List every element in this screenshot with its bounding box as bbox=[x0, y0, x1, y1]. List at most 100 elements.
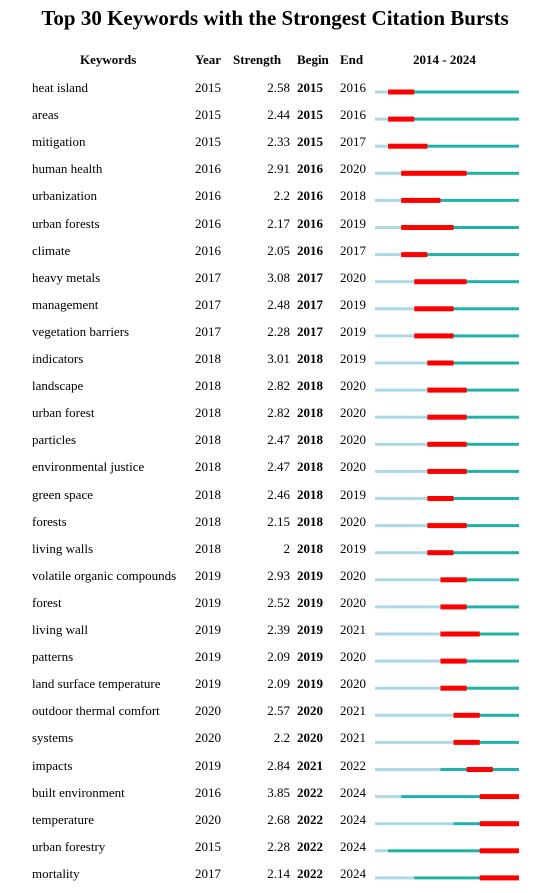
keyword-cell: urban forests bbox=[32, 215, 100, 231]
table-row: mortality 2017 2.14 2022 2024 bbox=[0, 866, 550, 893]
table-row: green space 2018 2.46 2018 2019 bbox=[0, 487, 550, 514]
end-cell: 2019 bbox=[340, 215, 366, 231]
timeline-pre-segment bbox=[375, 524, 428, 528]
strength-cell: 2.09 bbox=[267, 649, 290, 665]
strength-cell: 2.57 bbox=[267, 703, 290, 719]
end-cell: 2024 bbox=[340, 784, 366, 800]
timeline-active-segment bbox=[427, 551, 519, 555]
timeline-pre-segment bbox=[375, 307, 415, 311]
keyword-cell: heavy metals bbox=[32, 269, 101, 285]
end-cell: 2016 bbox=[340, 80, 366, 95]
begin-cell: 2019 bbox=[297, 594, 323, 610]
keyword-cell: green space bbox=[32, 486, 93, 502]
timeline-active-segment bbox=[453, 740, 519, 744]
timeline-active-segment bbox=[388, 144, 519, 148]
timeline-pre-segment bbox=[375, 497, 428, 500]
timeline-pre-segment bbox=[375, 388, 428, 392]
table-row: forest 2019 2.52 2019 2020 bbox=[0, 595, 550, 622]
burst-bar bbox=[401, 252, 428, 258]
burst-bar bbox=[401, 197, 441, 203]
keyword-cell: living wall bbox=[32, 622, 88, 637]
timeline-active-segment bbox=[401, 226, 519, 229]
end-cell: 2021 bbox=[340, 622, 366, 637]
begin-cell: 2016 bbox=[297, 161, 323, 177]
begin-cell: 2018 bbox=[297, 405, 323, 421]
header-range: 2014 - 2024 bbox=[413, 52, 476, 67]
end-cell: 2019 bbox=[340, 351, 366, 366]
year-cell: 2018 bbox=[195, 513, 221, 529]
end-cell: 2020 bbox=[340, 459, 366, 475]
burst-bar bbox=[427, 468, 467, 474]
table-row: management 2017 2.48 2017 2019 bbox=[0, 297, 550, 324]
timeline-pre-segment bbox=[375, 768, 441, 771]
burst-bar bbox=[479, 821, 519, 827]
end-cell: 2016 bbox=[340, 107, 366, 123]
year-cell: 2015 bbox=[195, 107, 221, 123]
timeline-active-segment bbox=[427, 442, 519, 446]
table-row: urban forestry 2015 2.28 2022 2024 bbox=[0, 839, 550, 866]
strength-cell: 2.47 bbox=[267, 459, 290, 475]
begin-cell: 2022 bbox=[297, 865, 323, 881]
table-row: landscape 2018 2.82 2018 2020 bbox=[0, 378, 550, 405]
end-cell: 2019 bbox=[340, 540, 366, 556]
end-cell: 2019 bbox=[340, 486, 366, 502]
strength-cell: 2.2 bbox=[273, 730, 290, 746]
end-cell: 2020 bbox=[340, 676, 366, 692]
timeline-pre-segment bbox=[375, 551, 428, 555]
keyword-cell: mortality bbox=[32, 865, 80, 881]
end-cell: 2018 bbox=[340, 188, 366, 204]
burst-bar bbox=[414, 279, 467, 285]
end-cell: 2020 bbox=[340, 567, 366, 583]
keyword-cell: volatile organic compounds bbox=[32, 567, 177, 583]
keyword-cell: built environment bbox=[32, 784, 125, 800]
end-cell: 2020 bbox=[340, 378, 366, 394]
burst-bar bbox=[440, 658, 467, 664]
begin-cell: 2019 bbox=[297, 676, 323, 692]
begin-cell: 2018 bbox=[297, 459, 323, 475]
timeline-pre-segment bbox=[375, 578, 441, 582]
strength-cell: 3.08 bbox=[267, 269, 290, 285]
timeline-active-segment bbox=[388, 849, 519, 853]
strength-cell: 2.09 bbox=[267, 676, 290, 692]
end-cell: 2019 bbox=[340, 323, 366, 339]
strength-cell: 2.82 bbox=[267, 378, 290, 394]
header-end: End bbox=[340, 52, 364, 67]
chart-title: Top 30 Keywords with the Strongest Citat… bbox=[41, 6, 509, 30]
table-row: heavy metals 2017 3.08 2017 2020 bbox=[0, 270, 550, 297]
burst-bar bbox=[427, 441, 467, 447]
begin-cell: 2017 bbox=[297, 296, 323, 312]
burst-bar bbox=[440, 604, 467, 610]
timeline-pre-segment bbox=[375, 226, 402, 229]
timeline-active-segment bbox=[414, 334, 519, 338]
begin-cell: 2015 bbox=[297, 80, 323, 95]
timeline-pre-segment bbox=[375, 795, 402, 799]
begin-cell: 2020 bbox=[297, 730, 323, 746]
begin-cell: 2016 bbox=[297, 215, 323, 231]
strength-cell: 3.85 bbox=[267, 784, 290, 800]
year-cell: 2015 bbox=[195, 80, 221, 95]
table-row: particles 2018 2.47 2018 2020 bbox=[0, 432, 550, 459]
burst-bar bbox=[427, 496, 454, 501]
year-cell: 2016 bbox=[195, 215, 221, 231]
burst-bar bbox=[453, 712, 480, 718]
keyword-cell: management bbox=[32, 296, 99, 312]
header-year: Year bbox=[195, 52, 221, 67]
strength-cell: 2.2 bbox=[273, 188, 290, 204]
year-cell: 2017 bbox=[195, 323, 221, 339]
keyword-cell: patterns bbox=[32, 649, 74, 665]
strength-cell: 2.93 bbox=[267, 567, 290, 583]
burst-bar bbox=[427, 523, 467, 529]
table-row: urban forests 2016 2.17 2016 2019 bbox=[0, 216, 550, 243]
begin-cell: 2017 bbox=[297, 269, 323, 285]
table-row: human health 2016 2.91 2016 2020 bbox=[0, 161, 550, 188]
table-row: impacts 2019 2.84 2021 2022 bbox=[0, 758, 550, 785]
year-cell: 2016 bbox=[195, 161, 221, 177]
year-cell: 2019 bbox=[195, 567, 221, 583]
timeline-pre-segment bbox=[375, 740, 454, 744]
table-row: volatile organic compounds 2019 2.93 2019 20… bbox=[0, 568, 550, 595]
timeline-active-segment bbox=[427, 415, 519, 419]
burst-bar bbox=[388, 89, 415, 95]
strength-cell: 2.28 bbox=[267, 838, 290, 854]
end-cell: 2020 bbox=[340, 513, 366, 529]
